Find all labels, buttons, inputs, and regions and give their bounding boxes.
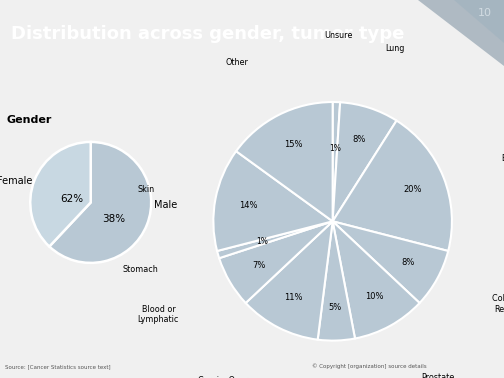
Wedge shape [333,222,448,303]
Wedge shape [49,142,151,263]
Text: 1%: 1% [329,144,341,153]
Text: 10%: 10% [365,292,383,301]
Text: Blood or
Lymphatic: Blood or Lymphatic [138,305,179,324]
Text: Male: Male [154,200,177,211]
Wedge shape [333,222,420,339]
Text: 38%: 38% [102,214,125,225]
Text: Other: Other [226,58,249,67]
Text: 15%: 15% [284,140,303,149]
Polygon shape [454,0,504,43]
Wedge shape [219,222,333,303]
Text: Source: [Cancer Statistics source text]: Source: [Cancer Statistics source text] [5,364,111,369]
Text: © Copyright [organization] source details: © Copyright [organization] source detail… [312,364,427,369]
Text: Distribution across gender, tumor type: Distribution across gender, tumor type [11,25,405,43]
Text: Stomach: Stomach [122,265,158,274]
Wedge shape [333,102,340,222]
Text: Skin: Skin [138,185,155,194]
Wedge shape [333,121,452,251]
Text: Breast: Breast [501,154,504,163]
Wedge shape [213,151,333,251]
Text: Female: Female [0,176,32,186]
Text: 14%: 14% [239,201,258,210]
Text: 11%: 11% [284,293,303,302]
Wedge shape [318,222,355,341]
Text: Cervix, Ovary,
or Uterus: Cervix, Ovary, or Uterus [198,376,255,378]
Text: 10: 10 [477,8,491,18]
Polygon shape [418,0,504,66]
Text: 8%: 8% [401,258,415,267]
Wedge shape [236,102,333,222]
Wedge shape [333,102,397,222]
Text: Lung: Lung [386,44,405,53]
Text: 1%: 1% [257,237,269,246]
Wedge shape [245,222,333,340]
Text: Gender: Gender [6,115,51,125]
Text: 7%: 7% [252,260,266,270]
Text: 5%: 5% [329,303,342,312]
Wedge shape [217,222,333,258]
Text: Unsure: Unsure [324,31,352,40]
Text: Colon or
Rectum: Colon or Rectum [492,294,504,314]
Text: 62%: 62% [60,194,83,204]
Text: Prostate: Prostate [421,373,455,378]
Wedge shape [30,142,91,246]
Text: 8%: 8% [352,135,366,144]
Text: 20%: 20% [403,185,422,194]
